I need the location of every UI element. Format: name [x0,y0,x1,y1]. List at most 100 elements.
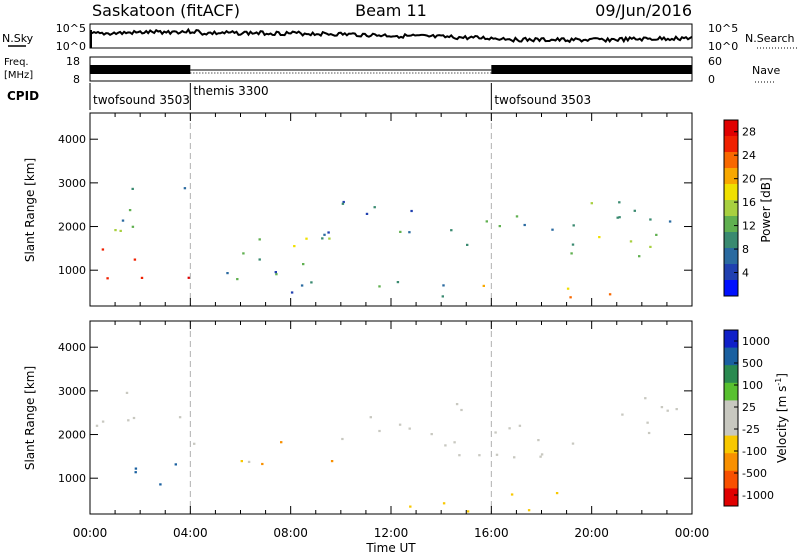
heatmap-cell [537,439,540,442]
velocity-colorbar-label-sup: -1 [774,378,783,386]
heatmap-cell [572,224,575,227]
heatmap-cell [442,502,446,505]
heatmap-cell [236,278,239,281]
heatmap-cell [453,441,456,444]
freq-right-tick-top: 60 [708,55,722,68]
cpid-label: CPID [7,89,39,103]
heatmap-cell [373,206,376,209]
heatmap-cell [396,281,400,284]
heatmap-cell [551,228,554,231]
heatmap-cell [247,460,251,463]
heatmap-cell [300,284,304,287]
heatmap-cell [369,416,372,419]
colorbar-swatch [724,216,738,233]
colorbar-tick-label: 8 [742,243,749,256]
y-tick-label: 4000 [58,133,86,146]
heatmap-cell [341,437,344,441]
heatmap-cell [485,220,488,223]
heatmap-cell [305,237,308,240]
colorbar-tick-label: -1000 [742,489,774,502]
heatmap-cell [290,291,294,294]
heatmap-cell [571,243,575,246]
noise-left-label: N.Sky [2,32,34,45]
y-tick-label: 1000 [58,264,86,277]
heatmap-cell [119,229,122,232]
heatmap-cell [498,225,501,228]
heatmap-cell [101,248,105,251]
heatmap-cell [133,258,137,261]
colorbar-tick-label: 12 [742,220,756,233]
freq-right-label: Nave [752,64,780,77]
velocity-colorbar-label: Velocity [m s-1] [774,373,789,463]
heatmap-cell [121,219,125,222]
heatmap-cell [649,218,652,221]
heatmap-cell [128,209,132,212]
heatmap-cell [140,276,144,279]
heatmap-cell [527,509,531,512]
heatmap-cell [134,471,137,474]
colorbar-swatch [724,347,738,366]
heatmap-cell [178,416,182,419]
heatmap-cell [240,460,243,463]
power-colorbar-swatches [724,120,738,297]
colorbar-tick-label: -25 [742,423,760,436]
colorbar-swatch [724,453,738,472]
heatmap-cell [159,483,162,486]
colorbar-swatch [724,435,738,454]
velocity-heatmap [95,321,678,514]
heatmap-cell [590,202,593,205]
power-ylabel: Slant Range [km] [23,158,37,262]
heatmap-cell [131,187,134,190]
noise-right-tick-bottom: 10^0 [708,40,738,53]
colorbar-swatch [724,280,738,297]
heatmap-cell [342,200,345,204]
heatmap-cell [399,230,402,233]
freq-right-tick-bottom: 0 [708,73,715,86]
colorbar-tick-label: 4 [742,267,749,280]
colorbar-tick-label: -500 [742,467,767,480]
heatmap-cell [513,456,516,459]
colorbar-swatch [724,365,738,384]
noise-trace [89,27,693,48]
y-tick-label: 2000 [58,221,86,234]
colorbar-tick-label: 500 [742,357,763,370]
freq-panel: Freq. [MHz] 18 8 60 0 Nave [4,55,780,86]
heatmap-cell [341,202,345,205]
velocity-colorbar-frame [723,329,739,507]
heatmap-cell [321,237,324,240]
noise-sky-line [89,27,693,44]
heatmap-cell [409,505,412,508]
heatmap-cell [101,420,105,423]
freq-left-label-2: [MHz] [4,70,33,81]
heatmap-cell [125,391,129,394]
heatmap-cell [647,431,651,435]
colorbar-swatch [724,200,738,217]
heatmap-cell [114,229,117,232]
cpid-segment-label: twofsound 3503 [93,93,190,107]
velocity-axis-ticks: 1000 2000 3000 4000 [58,321,693,514]
colorbar-swatch [724,470,738,489]
freq-left-tick-bottom: 8 [73,73,80,86]
time-tick-label: 20:00 [574,526,609,540]
time-tick-label: 00:00 [73,526,108,540]
date-title: 09/Jun/2016 [595,1,692,20]
heatmap-cell [675,408,678,411]
heatmap-cell [646,421,649,424]
time-tick-label: 04:00 [173,526,208,540]
colorbar-swatch [724,152,738,169]
freq-left-tick-top: 18 [66,55,80,68]
colorbar-swatch [724,330,738,349]
colorbar-tick-label: 25 [742,401,756,414]
heatmap-cell [668,220,672,223]
heatmap-cell [495,453,499,456]
colorbar-swatch [724,418,738,437]
heatmap-cell [478,454,481,457]
time-tick-label: 16:00 [474,526,509,540]
colorbar-swatch [724,400,738,419]
colorbar-swatch [724,120,738,137]
colorbar-swatch [724,248,738,265]
heatmap-cell [570,252,573,255]
colorbar-swatch [724,136,738,153]
heatmap-cell [408,427,411,430]
